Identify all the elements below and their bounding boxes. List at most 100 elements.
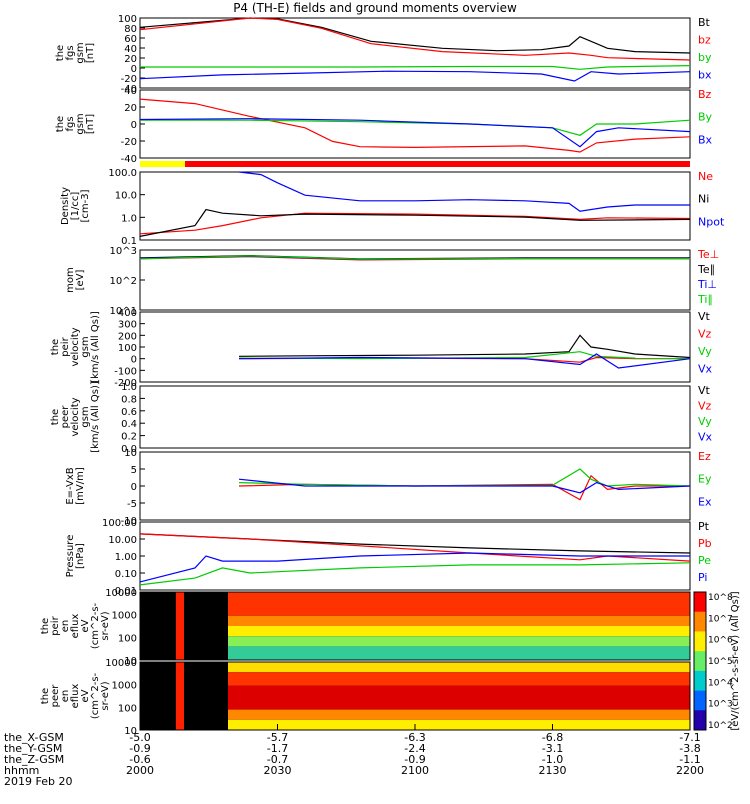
ytick-fgs_gsm-3: 40 [124, 44, 137, 55]
heatmap-band-peir_eflux-3 [228, 636, 690, 647]
colorbar-band-2 [694, 631, 706, 652]
ytick-density-1: 10.0 [115, 191, 137, 202]
heatmap-band-peer_eflux-0 [228, 662, 690, 673]
ylabel-velocity_peer-2: velocity [70, 397, 81, 436]
ylabel-fgs_gsm-2: gsm [75, 42, 86, 63]
ytick-velocity_peer-4: 0.2 [121, 432, 137, 443]
series-line-density-2 [238, 171, 690, 212]
colorbar-tick-6: 10^2 [708, 721, 733, 731]
ytick-velocity_peer-0: 1.0 [121, 382, 137, 393]
series-line-efield-1 [238, 468, 691, 487]
ytick-peer_eflux-2: 100 [118, 703, 137, 714]
ylabel-velocity_peir-3: gsm [80, 336, 91, 357]
legend-density-1: Ni [698, 193, 709, 206]
ytick-velocity_peir-3: 100 [118, 343, 137, 354]
series-line-pressure-2 [139, 562, 691, 586]
footer-row-2-value-1: -0.7 [267, 753, 288, 766]
ytick-pressure-0: 100.00 [102, 518, 137, 529]
ytick-velocity_peir-6: -200 [114, 378, 137, 389]
legend-temperature-2: Ti⊥ [697, 278, 717, 291]
ytick-density-2: 1.0 [121, 213, 137, 224]
panel-frame-fgs_gsm [139, 17, 691, 89]
ytick-velocity_peir-2: 200 [118, 331, 137, 342]
colorbar-tick-0: 10^8 [708, 593, 733, 603]
ylabel-peir_eflux-2: en [60, 620, 71, 633]
ylabel-velocity_peir-4: [km/s (All Qs)] [90, 311, 101, 383]
ytick-density-0: 100.0 [108, 168, 137, 179]
legend-fgs_gse-2: Bx [698, 133, 713, 146]
colorbar-tick-5: 10^3 [708, 700, 733, 710]
colorbar-band-4 [694, 670, 706, 692]
ylabel-temperature-1: [eV] [75, 270, 86, 291]
footer-row-label-3: hhmm [4, 764, 39, 777]
ytick-fgs_gsm-7: -40 [121, 84, 137, 95]
footer-row-label-2: the_Z-GSM [4, 753, 64, 766]
ylabel-velocity_peer-3: gsm [80, 406, 91, 427]
ylabel-velocity_peir-1: peir [60, 336, 71, 356]
ytick-peer_eflux-3: 10 [124, 726, 137, 737]
legend-velocity_peer-3: Vx [698, 431, 713, 444]
legend-pressure-1: Pb [698, 537, 712, 550]
colorbar-band-1 [694, 611, 706, 632]
series-line-velocity_peir-2 [238, 351, 691, 360]
ylabel-efield-1: [mV/m] [75, 467, 86, 505]
ytick-pressure-3: 0.10 [115, 569, 137, 580]
ylabel-temperature-0: mom [65, 267, 76, 293]
heatmap-spike-peer_eflux [175, 662, 184, 730]
heatmap-band-peir_eflux-4 [228, 646, 690, 660]
ytick-temperature-1: 10^2 [110, 276, 137, 287]
ytick-pressure-4: 0.01 [115, 586, 137, 597]
ylabel-velocity_peer-1: peer [60, 405, 71, 429]
legend-velocity_peir-0: Vt [698, 310, 711, 323]
legend-velocity_peir-1: Vz [698, 328, 712, 341]
footer-row-1-value-1: -1.7 [267, 742, 288, 755]
colorbar-tick-2: 10^6 [708, 636, 733, 646]
colorbar-tick-4: 10^4 [708, 678, 733, 688]
footer-row-0-value-1: -5.7 [267, 731, 288, 744]
ylabel-peir_eflux-3: eflux [70, 614, 81, 639]
ylabel-efield-0: E=-VxB [65, 467, 76, 504]
footer-row-1-value-4: -3.8 [679, 742, 700, 755]
mode-bar-slow [140, 161, 185, 167]
series-line-fgs_gse-0 [139, 98, 691, 153]
ylabel-peer_eflux-3: eflux [70, 684, 81, 709]
colorbar-band-0 [694, 592, 706, 613]
colorbar-frame [693, 591, 707, 731]
series-line-pressure-0 [139, 533, 691, 554]
heatmap-band-peir_eflux-2 [228, 626, 690, 637]
series-line-density-1 [139, 208, 691, 237]
footer-row-0-value-4: -7.1 [679, 731, 700, 744]
ytick-velocity_peir-0: 400 [118, 308, 137, 319]
panel-frame-velocity_peir [139, 311, 691, 383]
ylabel-peir_eflux-0: the [40, 618, 51, 634]
footer-row-2-value-4: -1.1 [679, 753, 700, 766]
legend-velocity_peer-2: Vy [698, 415, 712, 428]
legend-fgs_gse-1: By [698, 111, 713, 124]
ytick-peir_eflux-1: 1000 [112, 611, 137, 622]
series-line-fgs_gse-2 [139, 118, 691, 148]
footer-row-label-0: the_X-GSM [4, 731, 64, 744]
ylabel-velocity_peir-0: the [50, 339, 61, 355]
legend-density-0: Ne [698, 170, 713, 183]
colorbar-band-6 [694, 710, 706, 731]
footer-row-3-value-0: 2000 [126, 764, 154, 777]
ytick-efield-0: 10 [124, 448, 137, 459]
legend-pressure-2: Pe [698, 554, 711, 567]
ylabel-fgs_gsm-1: fgs [65, 45, 76, 60]
ylabel-peer_eflux-6: sr-eV) [100, 681, 111, 710]
ylabel-pressure-1: [nPa] [75, 543, 86, 569]
figure-title: P4 (TH-E) fields and ground moments over… [233, 1, 517, 15]
legend-efield-0: Ez [698, 450, 711, 463]
ylabel-fgs_gse-3: [nT] [85, 114, 96, 134]
panel-frame-density [139, 171, 691, 241]
footer-row-0-value-2: -6.3 [404, 731, 425, 744]
footer-row-3-value-2: 2100 [401, 764, 429, 777]
series-line-efield-2 [238, 478, 691, 494]
legend-density-2: Npot [698, 215, 725, 228]
ytick-velocity_peer-5: 0.0 [121, 444, 137, 455]
ylabel-pressure-0: Pressure [65, 535, 76, 578]
legend-temperature-3: Ti∥ [697, 293, 713, 306]
legend-velocity_peer-0: Vt [698, 384, 711, 397]
ylabel-fgs_gse-2: gsm [75, 113, 86, 134]
colorbar-tick-3: 10^5 [708, 657, 733, 667]
